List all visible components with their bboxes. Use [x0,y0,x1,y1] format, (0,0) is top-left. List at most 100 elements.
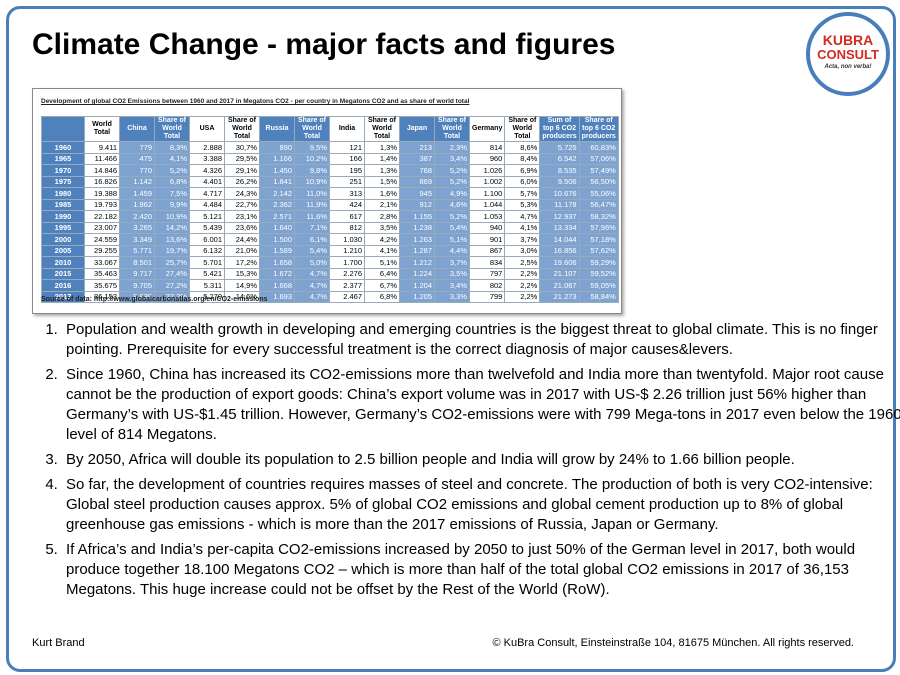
table-row: 2015 35.463 9.717 27,4% 5.421 15,3% 1.672 4,7% 2… [41,267,619,280]
logo-motto: Acta, non verba! [824,64,872,70]
table-cell: 1.210 [329,244,365,257]
table-cell: 1.053 [468,210,506,223]
table-cell: 812 [329,221,365,234]
table-cell: 867 [468,244,506,257]
table-cell: 56,50% [578,175,619,188]
table-row: 1965 11.466 475 4,1% 3.388 29,5% 1.166 10,2% 166… [41,152,619,165]
table-row: 2017 36.153 9.839 27,2% 5.270 14,6% 1.693 4,7% 2… [41,290,619,303]
table-cell: 4.717 [189,187,225,200]
table-cell: 33.067 [84,256,120,269]
table-cell: 57,96% [578,221,619,234]
column-header: India [329,116,365,142]
table-cell: 2,8% [364,210,400,223]
fact-item: By 2050, Africa will double its populati… [62,450,900,470]
table-cell: 5,0% [294,256,330,269]
table-cell: 10,2% [294,152,330,165]
table-cell: 22.182 [84,210,120,223]
table-cell: 3.349 [119,233,155,246]
table-cell: 6,9% [504,164,541,177]
table-cell: 57,06% [578,152,619,165]
table-cell: 3,5% [364,221,400,234]
table-cell: 2,2% [504,267,541,280]
table-cell: 11.466 [84,152,120,165]
table-cell: 4,7% [294,267,330,280]
table-row: 1960 9.411 779 8,3% 2.888 30,7% 890 9,5% 121 1,3%… [41,141,619,154]
table-cell: 9.411 [84,141,120,154]
year-cell: 2016 [41,279,85,292]
table-cell: 2.420 [119,210,155,223]
column-header: Share of World Total [224,116,260,142]
table-cell: 1,3% [364,164,400,177]
table-row: 2016 35.675 9.705 27,2% 5.311 14,9% 1.668 4,7% 2… [41,279,619,292]
table-cell: 1.224 [399,267,435,280]
table-cell: 1.238 [399,221,435,234]
table-cell: 3,5% [434,267,470,280]
table-cell: 11,6% [294,210,330,223]
table-cell: 21.273 [539,290,580,303]
table-cell: 213 [399,141,435,154]
table-cell: 9.717 [119,267,155,280]
table-cell: 2,3% [434,141,470,154]
table-row: 1990 22.182 2.420 10,9% 5.121 23,1% 2.571 11,6%… [41,210,619,223]
table-cell: 23,1% [224,210,260,223]
table-cell: 1.841 [259,175,295,188]
table-cell: 1.640 [259,221,295,234]
table-cell: 6,4% [364,267,400,280]
column-header: Share of World Total [294,116,330,142]
table-cell: 27,4% [154,267,190,280]
table-cell: 1.459 [119,187,155,200]
year-cell: 2015 [41,267,85,280]
table-cell: 121 [329,141,365,154]
fact-item: Since 1960, China has increased its CO2-… [62,365,900,445]
table-cell: 29,5% [224,152,260,165]
table-cell: 2.362 [259,198,295,211]
table-cell: 10.676 [539,187,580,200]
table-cell: 424 [329,198,365,211]
table-cell: 5.439 [189,221,225,234]
table-cell: 5,2% [434,175,470,188]
table-cell: 3,4% [434,152,470,165]
table-cell: 1.204 [399,279,435,292]
table-row: 1995 23.007 3.265 14,2% 5.439 23,6% 1.640 7,1% 8… [41,221,619,234]
fact-item: If Africa’s and India’s per-capita CO2-e… [62,540,900,600]
table-cell: 17,2% [224,256,260,269]
table-cell: 869 [399,175,435,188]
table-cell: 1.142 [119,175,155,188]
column-header: Germany [468,116,506,142]
table-cell: 23.007 [84,221,120,234]
table-cell: 3.265 [119,221,155,234]
table-cell: 27,2% [154,279,190,292]
table-cell: 30,7% [224,141,260,154]
table-row: 2000 24.559 3.349 13,6% 6.001 24,4% 1.500 6,1% 1… [41,233,619,246]
table-cell: 6.001 [189,233,225,246]
table-cell: 1.700 [329,256,365,269]
table-cell: 1.030 [329,233,365,246]
table-cell: 5,4% [434,221,470,234]
table-cell: 4,7% [294,279,330,292]
table-cell: 2,2% [504,279,541,292]
table-cell: 10,9% [294,175,330,188]
table-cell: 1.100 [468,187,506,200]
table-cell: 11,0% [294,187,330,200]
table-cell: 58,84% [578,290,619,303]
table-cell: 21,0% [224,244,260,257]
year-cell: 1990 [41,210,85,223]
table-cell: 2.888 [189,141,225,154]
table-cell: 9,9% [154,198,190,211]
table-cell: 2.571 [259,210,295,223]
table-cell: 5,2% [434,164,470,177]
table-cell: 6,8% [154,175,190,188]
table-cell: 59,05% [578,279,619,292]
table-cell: 6,7% [364,279,400,292]
table-cell: 1.044 [468,198,506,211]
table-cell: 797 [468,267,506,280]
table-cell: 19.606 [539,256,580,269]
table-cell: 1.500 [259,233,295,246]
table-cell: 475 [119,152,155,165]
table-cell: 1,6% [364,187,400,200]
table-cell: 22,7% [224,198,260,211]
table-row: 1985 19.793 1.962 9,9% 4.484 22,7% 2.362 11,9% 4… [41,198,619,211]
column-header: Share of World Total [154,116,190,142]
table-cell: 5.121 [189,210,225,223]
table-cell: 251 [329,175,365,188]
